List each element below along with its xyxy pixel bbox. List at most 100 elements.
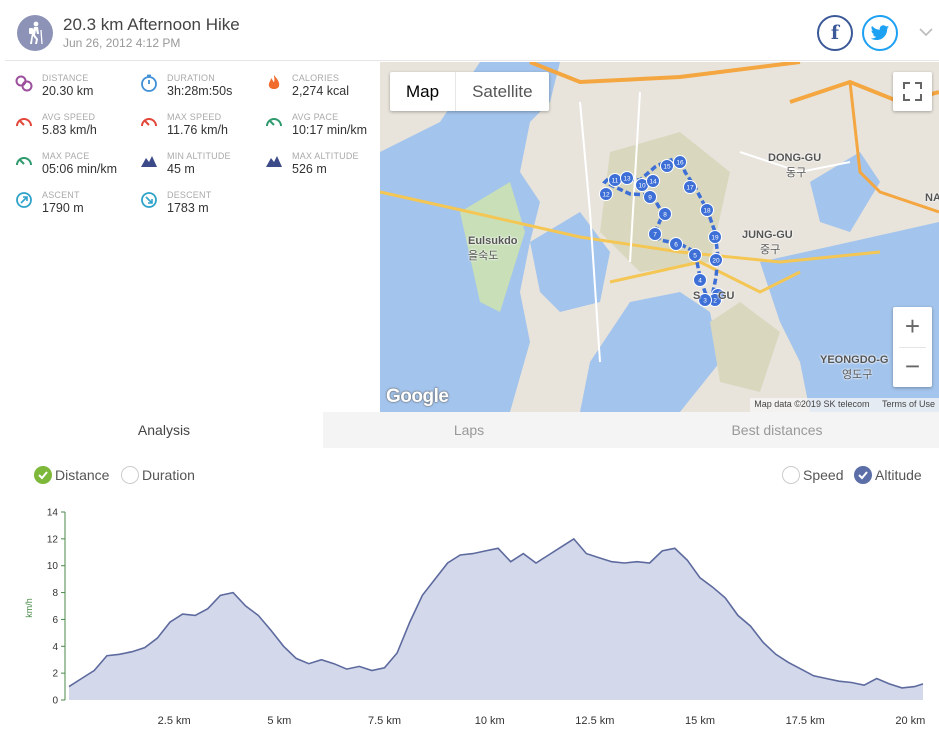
duration-toggle-label: Duration [142, 467, 195, 483]
descent-icon [141, 192, 157, 208]
tab-laps[interactable]: Laps [453, 422, 485, 438]
stat-value: 2,274 kcal [292, 84, 349, 98]
route-marker-label: 4 [698, 278, 702, 285]
tab-analysis[interactable]: Analysis [5, 412, 323, 448]
route-marker[interactable]: 16 [673, 155, 687, 169]
stat-max-pace: MAX PACE 05:06 min/km [5, 140, 130, 176]
check-icon [854, 466, 872, 484]
x-tick-label: 20 km [895, 715, 925, 727]
route-marker-label: 12 [602, 192, 610, 199]
distance-toggle-label: Distance [55, 467, 110, 483]
x-tick-label: 15 km [685, 715, 715, 727]
activity-title: 20.3 km Afternoon Hike [63, 15, 240, 34]
route-marker[interactable]: 4 [693, 273, 707, 287]
route-marker[interactable]: 11 [608, 173, 622, 187]
x-tick-label: 17.5 km [786, 715, 825, 727]
tab-best-distances[interactable]: Best distances [731, 422, 823, 438]
stats-panel: DISTANCE 20.30 km DURATION 3h:28m:50s CALORI… [5, 62, 380, 412]
route-marker[interactable]: 20 [709, 253, 723, 267]
unchecked-circle-icon [121, 466, 139, 484]
route-map[interactable]: 1234567891011121314151617181920 Eulsukdo… [380, 62, 939, 412]
twitter-share-button[interactable] [862, 15, 898, 51]
route-marker[interactable]: 15 [660, 159, 674, 173]
route-marker[interactable]: 9 [643, 190, 657, 204]
route-marker[interactable]: 6 [669, 237, 683, 251]
stat-max-speed: MAX SPEED 11.76 km/h [130, 101, 255, 137]
stat-value: 20.30 km [42, 84, 94, 98]
stat-value: 11.76 km/h [167, 123, 228, 137]
altitude-line [68, 537, 924, 689]
route-marker[interactable]: 10 [635, 178, 649, 192]
map-type-map-button[interactable]: Map [406, 82, 440, 101]
speedometer-icon [16, 157, 32, 166]
stat-distance: DISTANCE 20.30 km [5, 62, 130, 98]
chevron-down-icon[interactable] [917, 23, 935, 41]
altitude-toggle[interactable]: Altitude [854, 466, 922, 484]
y-tick-label: 8 [52, 588, 58, 599]
stopwatch-icon [141, 74, 157, 92]
y-tick-label: 10 [47, 561, 59, 572]
stat-min-altitude: MIN ALTITUDE 45 m [130, 140, 255, 176]
route-marker-label: 15 [663, 164, 671, 171]
route-marker-label: 14 [649, 179, 657, 186]
fullscreen-button[interactable] [893, 72, 932, 111]
facebook-share-button[interactable]: f [817, 15, 853, 51]
check-icon [34, 466, 52, 484]
stat-max-altitude: MAX ALTITUDE 526 m [255, 140, 380, 176]
altitude-chart[interactable]: 0 2 4 6 8 10 12 14 km/h 2.5 km 5 km 7.5 km 10 km 12.5… [5, 448, 939, 737]
map-label-na: NA [925, 192, 939, 204]
speed-toggle[interactable]: Speed [782, 466, 843, 484]
route-marker[interactable]: 17 [683, 180, 697, 194]
zoom-out-button[interactable]: − [904, 351, 921, 381]
stat-label: DURATION [167, 73, 215, 83]
stat-ascent: ASCENT 1790 m [5, 179, 130, 215]
stat-avg-speed: AVG SPEED 5.83 km/h [5, 101, 130, 137]
flame-icon [268, 75, 280, 89]
stat-label: AVG SPEED [42, 112, 96, 122]
route-marker-label: 8 [663, 212, 667, 219]
distance-toggle[interactable]: Distance [34, 466, 109, 484]
mountain-icon [266, 156, 282, 167]
route-marker-label: 16 [676, 160, 684, 167]
stat-label: DESCENT [167, 190, 212, 200]
route-marker-label: 19 [711, 235, 719, 242]
route-marker[interactable]: 19 [708, 230, 722, 244]
map-label-dong-gu: DONG-GU 동구 [768, 152, 822, 179]
speed-toggle-label: Speed [803, 467, 844, 483]
route-marker[interactable]: 12 [599, 187, 613, 201]
route-marker[interactable]: 13 [620, 171, 634, 185]
map-attribution: Map data ©2019 SK telecom Terms of Use [750, 398, 939, 412]
route-marker[interactable]: 8 [658, 207, 672, 221]
y-tick-label: 6 [52, 615, 58, 626]
route-marker[interactable]: 7 [648, 227, 662, 241]
map-type-satellite-button[interactable]: Satellite [455, 72, 548, 111]
x-tick-label: 7.5 km [368, 715, 401, 727]
x-tick-label: 2.5 km [158, 715, 191, 727]
route-marker[interactable]: 18 [700, 203, 714, 217]
route-marker-label: 7 [653, 232, 657, 239]
analysis-tabs: Analysis Laps Best distances [5, 412, 939, 448]
y-tick-label: 14 [47, 508, 59, 519]
route-marker[interactable]: 3 [698, 293, 712, 307]
route-marker-label: 13 [623, 176, 631, 183]
route-marker-label: 6 [674, 242, 678, 249]
altitude-toggle-label: Altitude [875, 467, 922, 483]
duration-toggle[interactable]: Duration [121, 466, 195, 484]
y-tick-label: 12 [47, 534, 59, 545]
route-marker-label: 18 [703, 208, 711, 215]
route-marker[interactable]: 14 [646, 174, 660, 188]
hiker-icon [17, 15, 53, 51]
route-marker-label: 9 [648, 195, 652, 202]
stat-avg-pace: AVG PACE 10:17 min/km [255, 101, 380, 137]
terms-link[interactable]: Terms of Use [881, 399, 935, 409]
map-label-eulsukdo: Eulsukdo 을숙도 [468, 235, 518, 262]
activity-header: 20.3 km Afternoon Hike Jun 26, 2012 4:12… [5, 5, 939, 61]
y-tick-label: 2 [52, 669, 58, 680]
route-marker[interactable]: 5 [688, 248, 702, 262]
map-label-s: S [693, 290, 701, 302]
route-marker-label: 11 [612, 178, 619, 185]
zoom-in-button[interactable]: + [904, 311, 921, 341]
stat-label: AVG PACE [292, 112, 339, 122]
stat-calories: CALORIES 2,274 kcal [255, 62, 380, 98]
stat-label: MAX SPEED [167, 112, 222, 122]
